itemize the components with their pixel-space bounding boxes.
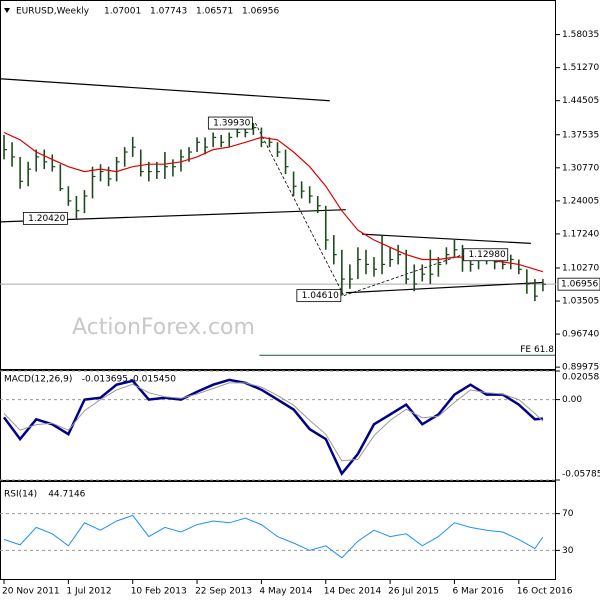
watermark: ActionForex.com xyxy=(72,315,255,340)
annotation-label: 1.12980 xyxy=(469,250,506,260)
y-tick-label: 1.44505 xyxy=(562,96,599,106)
y-tick-label: 1.10270 xyxy=(562,263,599,273)
y-tick-label: 1.37535 xyxy=(562,130,599,140)
fe-label: FE 61.8 xyxy=(520,345,554,355)
y-tick-label: 1.03505 xyxy=(562,297,599,307)
annotation-label: 1.39930 xyxy=(213,119,250,129)
annotation-box xyxy=(463,248,509,262)
annotation-box xyxy=(296,289,342,303)
panel-value: -0.015450 xyxy=(130,375,176,385)
y-tick-label: 1.30770 xyxy=(562,163,599,173)
y-tick-label: 0.96740 xyxy=(562,330,599,340)
trendline xyxy=(361,233,531,245)
y-tick-label: 0.020585 xyxy=(562,373,600,383)
trendline xyxy=(0,78,330,102)
trendline xyxy=(255,122,345,296)
indicator-line xyxy=(3,514,544,559)
title-marker xyxy=(4,8,10,13)
y-tick-label: 1.51270 xyxy=(562,63,599,73)
x-tick-label: 10 Feb 2013 xyxy=(131,587,187,597)
y-tick-label: 1.24005 xyxy=(562,196,599,206)
y-tick-label: -0.057859 xyxy=(562,470,600,480)
annotation-box xyxy=(207,116,253,130)
y-tick-label: 0.00 xyxy=(562,395,582,405)
x-tick-label: 1 Jul 2012 xyxy=(66,587,111,597)
moving-average xyxy=(3,131,544,273)
rsi-panel xyxy=(0,481,556,580)
trendline xyxy=(343,254,463,297)
panel-title: RSI(14) xyxy=(4,490,37,500)
y-tick-label: 0.89975 xyxy=(562,363,599,373)
current-price-label: 1.06956 xyxy=(561,280,598,290)
x-tick-label: 6 Mar 2016 xyxy=(452,587,504,597)
annotation-label: 1.20420 xyxy=(28,214,65,224)
trendline xyxy=(345,281,543,294)
x-tick-label: 22 Sep 2013 xyxy=(195,587,252,597)
panel-title: MACD(12,26,9) xyxy=(4,375,72,385)
indicator-line xyxy=(2,378,544,477)
annotation-box xyxy=(22,211,68,225)
y-tick-label: 70 xyxy=(562,509,574,519)
x-tick-label: 26 Jul 2015 xyxy=(388,587,439,597)
header-value: 1.07001 xyxy=(104,7,141,17)
y-tick-label: 30 xyxy=(562,546,574,556)
panel-value: 44.7146 xyxy=(48,490,85,500)
panel-value: -0.013695 xyxy=(82,375,128,385)
header-value: 1.06956 xyxy=(242,7,279,17)
y-tick-label: 1.58035 xyxy=(562,30,599,40)
x-tick-label: 20 Nov 2011 xyxy=(2,587,60,597)
header-value: 1.07743 xyxy=(150,7,187,17)
chart-title: EURUSD,Weekly xyxy=(16,7,90,17)
annotation-label: 1.04610 xyxy=(302,291,339,301)
indicator-line xyxy=(3,382,544,462)
x-tick-label: 16 Oct 2016 xyxy=(517,587,573,597)
header-value: 1.06571 xyxy=(196,7,233,17)
current-price-box xyxy=(557,277,600,291)
y-tick-label: 1.17240 xyxy=(562,229,599,239)
x-tick-label: 14 Dec 2014 xyxy=(324,587,382,597)
x-tick-label: 4 May 2014 xyxy=(259,587,312,597)
